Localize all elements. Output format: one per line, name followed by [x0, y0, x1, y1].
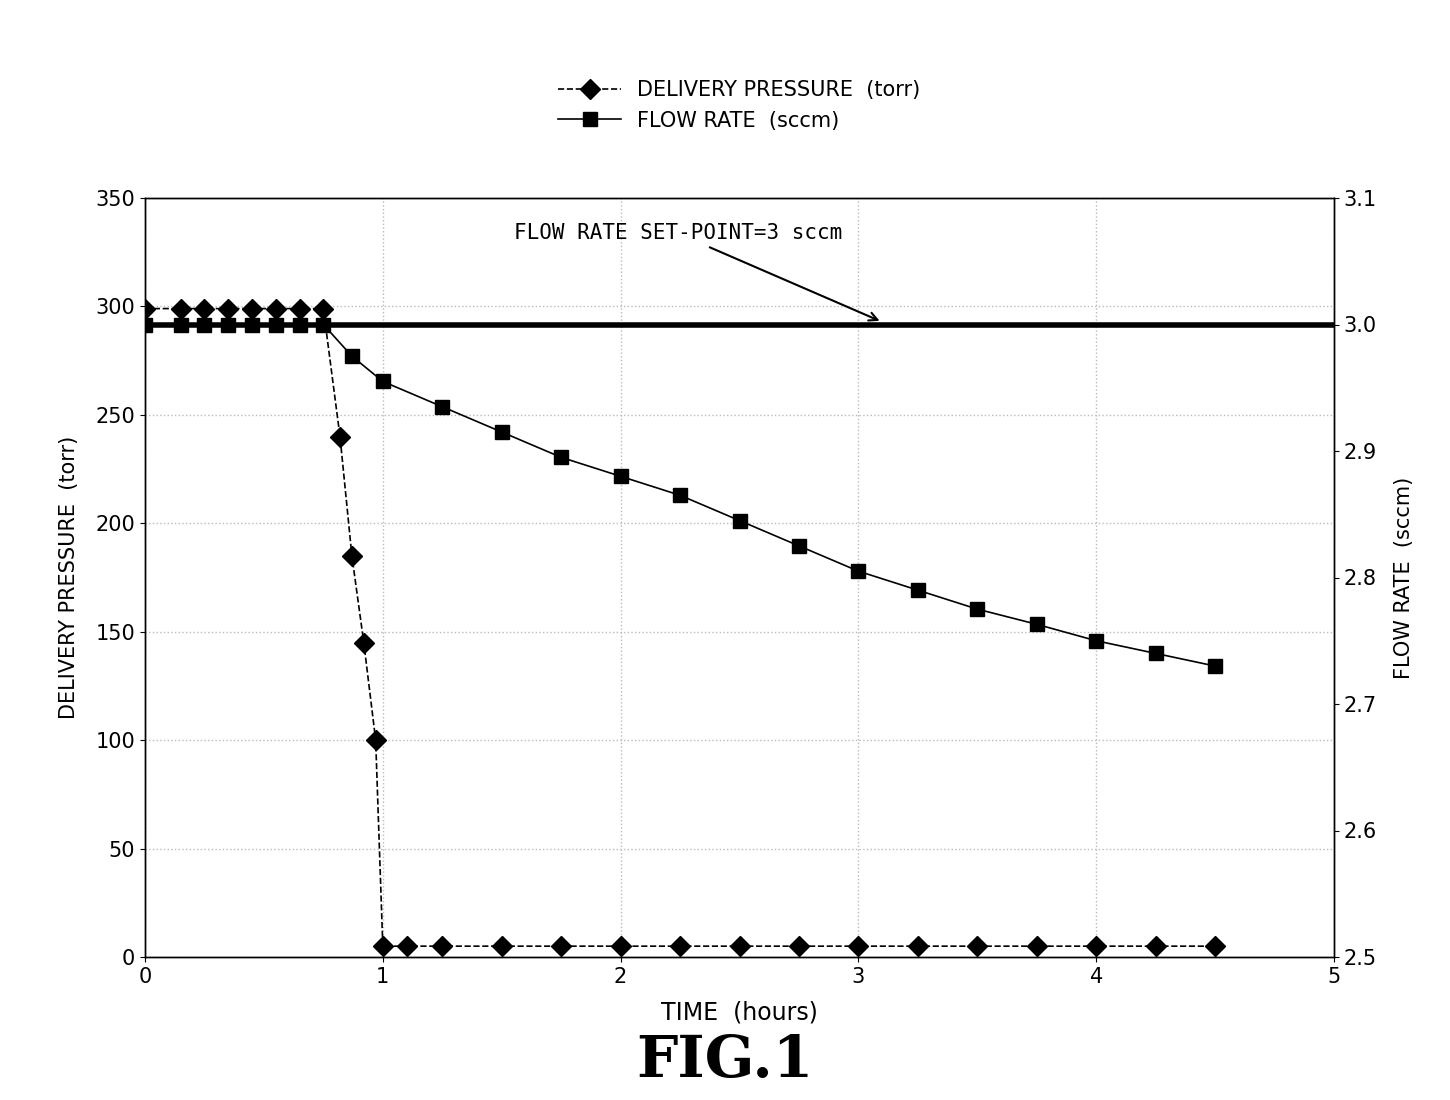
FLOW RATE  (sccm): [612, 470, 629, 483]
FLOW RATE  (sccm): [196, 318, 213, 331]
FLOW RATE  (sccm): [344, 350, 361, 363]
DELIVERY PRESSURE  (torr): [1206, 939, 1224, 953]
FLOW RATE  (sccm): [493, 426, 510, 439]
Line: FLOW RATE  (sccm): FLOW RATE (sccm): [138, 318, 1222, 673]
DELIVERY PRESSURE  (torr): [374, 939, 392, 953]
DELIVERY PRESSURE  (torr): [344, 549, 361, 562]
DELIVERY PRESSURE  (torr): [790, 939, 808, 953]
DELIVERY PRESSURE  (torr): [671, 939, 689, 953]
DELIVERY PRESSURE  (torr): [1028, 939, 1045, 953]
FLOW RATE  (sccm): [136, 318, 154, 331]
FLOW RATE  (sccm): [1088, 634, 1105, 647]
FLOW RATE  (sccm): [1028, 618, 1045, 631]
Y-axis label: FLOW RATE  (sccm): FLOW RATE (sccm): [1393, 476, 1414, 679]
FLOW RATE  (sccm): [434, 400, 451, 414]
FLOW RATE  (sccm): [173, 318, 190, 331]
Text: FLOW RATE SET-POINT=3 sccm: FLOW RATE SET-POINT=3 sccm: [513, 223, 877, 320]
DELIVERY PRESSURE  (torr): [731, 939, 748, 953]
DELIVERY PRESSURE  (torr): [315, 302, 332, 316]
FLOW RATE  (sccm): [244, 318, 261, 331]
Legend: DELIVERY PRESSURE  (torr), FLOW RATE  (sccm): DELIVERY PRESSURE (torr), FLOW RATE (scc…: [550, 72, 929, 139]
DELIVERY PRESSURE  (torr): [136, 302, 154, 316]
DELIVERY PRESSURE  (torr): [367, 734, 384, 747]
FLOW RATE  (sccm): [850, 564, 867, 578]
DELIVERY PRESSURE  (torr): [850, 939, 867, 953]
FLOW RATE  (sccm): [909, 583, 927, 596]
DELIVERY PRESSURE  (torr): [909, 939, 927, 953]
DELIVERY PRESSURE  (torr): [969, 939, 986, 953]
Line: DELIVERY PRESSURE  (torr): DELIVERY PRESSURE (torr): [138, 301, 1222, 953]
FLOW RATE  (sccm): [291, 318, 309, 331]
DELIVERY PRESSURE  (torr): [331, 430, 348, 443]
DELIVERY PRESSURE  (torr): [267, 302, 284, 316]
DELIVERY PRESSURE  (torr): [493, 939, 510, 953]
DELIVERY PRESSURE  (torr): [434, 939, 451, 953]
FLOW RATE  (sccm): [1206, 659, 1224, 672]
DELIVERY PRESSURE  (torr): [397, 939, 415, 953]
DELIVERY PRESSURE  (torr): [244, 302, 261, 316]
Y-axis label: DELIVERY PRESSURE  (torr): DELIVERY PRESSURE (torr): [59, 436, 78, 719]
DELIVERY PRESSURE  (torr): [173, 302, 190, 316]
FLOW RATE  (sccm): [731, 514, 748, 527]
Text: FIG.1: FIG.1: [637, 1033, 813, 1089]
DELIVERY PRESSURE  (torr): [552, 939, 570, 953]
FLOW RATE  (sccm): [219, 318, 236, 331]
FLOW RATE  (sccm): [315, 318, 332, 331]
FLOW RATE  (sccm): [969, 603, 986, 616]
FLOW RATE  (sccm): [1147, 647, 1164, 660]
FLOW RATE  (sccm): [267, 318, 284, 331]
DELIVERY PRESSURE  (torr): [219, 302, 236, 316]
DELIVERY PRESSURE  (torr): [1147, 939, 1164, 953]
FLOW RATE  (sccm): [552, 451, 570, 464]
DELIVERY PRESSURE  (torr): [355, 636, 373, 649]
DELIVERY PRESSURE  (torr): [291, 302, 309, 316]
FLOW RATE  (sccm): [790, 539, 808, 552]
DELIVERY PRESSURE  (torr): [612, 939, 629, 953]
DELIVERY PRESSURE  (torr): [196, 302, 213, 316]
FLOW RATE  (sccm): [671, 488, 689, 502]
DELIVERY PRESSURE  (torr): [1088, 939, 1105, 953]
FLOW RATE  (sccm): [374, 375, 392, 388]
X-axis label: TIME  (hours): TIME (hours): [661, 1001, 818, 1024]
